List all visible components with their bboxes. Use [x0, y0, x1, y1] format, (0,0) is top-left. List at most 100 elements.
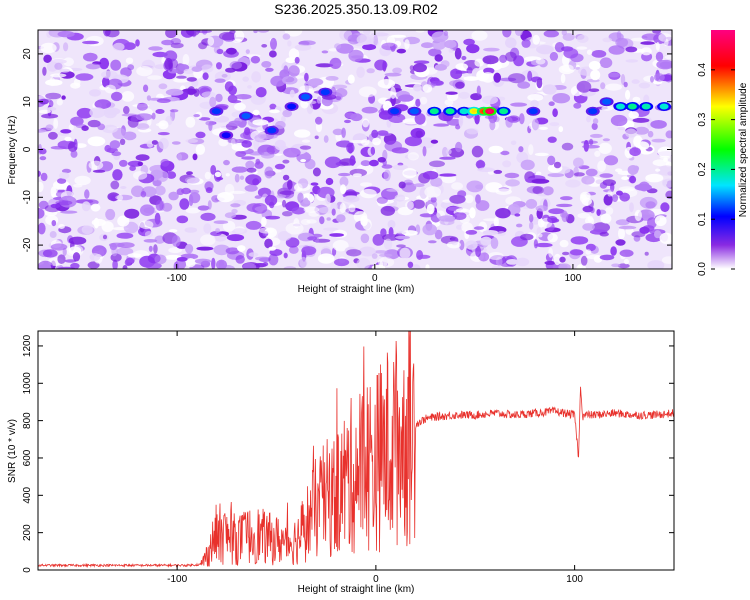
- noise-blob: [51, 220, 57, 227]
- noise-blob: [197, 205, 210, 211]
- noise-blob: [465, 230, 478, 235]
- noise-blob: [454, 47, 462, 60]
- noise-blob: [119, 159, 128, 167]
- noise-blob: [350, 113, 363, 122]
- noise-blob: [328, 48, 339, 52]
- noise-blob: [341, 127, 346, 138]
- noise-blob: [176, 215, 189, 224]
- noise-blob: [380, 205, 395, 216]
- noise-blob: [474, 113, 480, 125]
- noise-blob: [580, 255, 588, 266]
- noise-blob: [226, 234, 245, 242]
- noise-blob: [519, 113, 525, 125]
- noise-blob: [291, 207, 306, 215]
- y-tick-label: 200: [22, 524, 33, 541]
- noise-blob: [42, 66, 47, 76]
- noise-blob: [346, 249, 362, 257]
- noise-blob: [45, 124, 54, 131]
- noise-blob: [371, 129, 379, 139]
- noise-blob: [537, 46, 553, 55]
- noise-blob: [245, 49, 250, 54]
- noise-blob: [421, 42, 434, 49]
- noise-blob: [155, 109, 165, 114]
- noise-blob: [434, 54, 443, 62]
- noise-blob: [446, 241, 461, 249]
- noise-blob: [195, 144, 206, 155]
- noise-blob: [590, 133, 603, 138]
- noise-blob: [651, 138, 666, 143]
- noise-blob: [81, 201, 91, 212]
- noise-blob: [548, 101, 555, 106]
- noise-blob: [285, 237, 300, 248]
- noise-blob: [414, 113, 426, 125]
- noise-blob: [433, 123, 449, 127]
- colorbar-gradient: [711, 30, 735, 269]
- noise-blob: [504, 172, 520, 179]
- noise-blob: [448, 48, 454, 53]
- noise-blob: [202, 72, 209, 80]
- noise-blob: [241, 156, 256, 160]
- noise-blob: [458, 91, 470, 99]
- noise-blob: [396, 244, 406, 248]
- noise-blob: [136, 102, 148, 111]
- noise-blob: [370, 146, 375, 155]
- noise-blob: [282, 33, 291, 40]
- noise-blob: [105, 30, 120, 38]
- noise-blob: [60, 129, 72, 134]
- noise-blob: [515, 257, 530, 267]
- y-tick-label: -10: [22, 190, 33, 205]
- noise-blob: [520, 159, 535, 171]
- noise-blob: [404, 39, 410, 50]
- noise-blob: [148, 245, 153, 252]
- noise-blob: [39, 156, 47, 161]
- noise-blob: [330, 86, 337, 98]
- noise-blob: [619, 192, 630, 202]
- noise-blob: [539, 126, 548, 130]
- noise-blob: [381, 42, 398, 51]
- noise-blob: [335, 88, 348, 98]
- noise-blob: [109, 140, 121, 149]
- noise-blob: [186, 171, 193, 176]
- noise-blob: [430, 177, 443, 188]
- noise-blob: [471, 30, 488, 41]
- noise-blob: [254, 161, 264, 169]
- noise-blob: [510, 140, 517, 146]
- noise-blob: [640, 41, 655, 45]
- noise-blob: [204, 171, 211, 180]
- noise-blob: [532, 34, 540, 45]
- noise-blob: [446, 118, 463, 126]
- noise-blob: [548, 208, 565, 215]
- noise-blob: [590, 206, 595, 214]
- noise-blob: [490, 237, 499, 249]
- noise-blob: [165, 30, 177, 39]
- noise-blob: [306, 103, 314, 115]
- noise-blob: [234, 102, 246, 111]
- noise-blob: [315, 63, 334, 68]
- noise-blob: [623, 81, 628, 88]
- noise-blob: [644, 251, 649, 256]
- noise-blob: [662, 179, 668, 186]
- noise-blob: [253, 30, 258, 34]
- noise-blob: [303, 197, 309, 205]
- noise-blob: [122, 265, 128, 269]
- noise-blob: [277, 231, 292, 241]
- noise-blob: [483, 47, 500, 52]
- noise-blob: [207, 36, 215, 46]
- noise-blob: [281, 115, 286, 123]
- noise-blob: [462, 72, 474, 78]
- noise-blob: [507, 115, 521, 123]
- x-tick-label: -100: [167, 273, 187, 284]
- noise-blob: [332, 84, 348, 90]
- ridge-point: [409, 108, 419, 115]
- noise-blob: [427, 240, 437, 244]
- noise-blob: [413, 137, 420, 144]
- noise-blob: [264, 238, 273, 249]
- noise-blob: [193, 114, 200, 118]
- noise-blob: [514, 213, 521, 217]
- spectrogram-y-axis-label: Frequency (Hz): [7, 116, 18, 185]
- noise-blob: [413, 83, 422, 92]
- noise-blob: [384, 72, 402, 77]
- noise-blob: [185, 30, 201, 37]
- noise-blob: [301, 246, 317, 256]
- noise-blob: [161, 202, 173, 212]
